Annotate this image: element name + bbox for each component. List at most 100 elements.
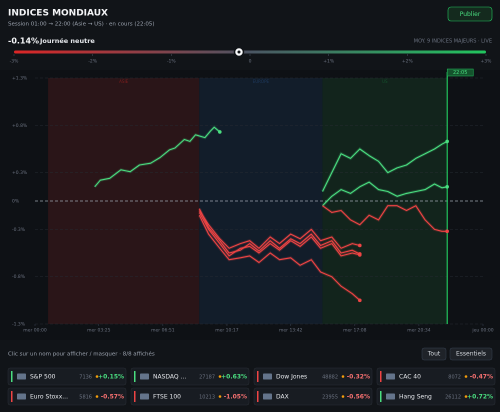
legend-change: -0.57% xyxy=(101,393,124,400)
essentials-label: Essentiels xyxy=(456,351,486,358)
gauge-tick-label: +2% xyxy=(402,59,414,65)
status-dot xyxy=(95,395,99,398)
all-button[interactable] xyxy=(421,347,447,361)
legend-change: -0.32% xyxy=(347,373,370,380)
legend-price: 27187 xyxy=(199,374,215,380)
essentials-button[interactable] xyxy=(449,347,493,361)
subtitle: Session 01:00 → 22:00 (Asie → US) · en c… xyxy=(8,22,155,28)
legend-change: -0.47% xyxy=(470,373,493,380)
legend-swatch xyxy=(380,391,382,402)
flag xyxy=(386,373,395,380)
legend-card[interactable] xyxy=(253,367,373,386)
x-tick-label: mer 10:17 xyxy=(215,328,239,334)
legend-price: 10213 xyxy=(199,394,215,400)
gauge-tick-label: -3% xyxy=(10,59,19,65)
x-tick-label: mer 13:42 xyxy=(279,328,303,334)
legend-card[interactable] xyxy=(130,387,250,406)
gauge-tick-label: -2% xyxy=(88,59,97,65)
series-line xyxy=(198,214,361,301)
legend-change: +0.72% xyxy=(467,393,493,400)
status-dot xyxy=(218,395,222,398)
status-dot xyxy=(464,395,468,398)
status: Journée neutre xyxy=(39,37,95,45)
x-tick-label: mer 17:08 xyxy=(343,328,367,334)
title: INDICES MONDIAUX xyxy=(8,9,108,19)
legend-name: NASDAQ ... xyxy=(153,373,186,380)
flag xyxy=(263,373,272,380)
end-point xyxy=(358,243,362,248)
end-point xyxy=(445,229,449,234)
legend-price: 26112 xyxy=(445,394,461,400)
legend-price: 48882 xyxy=(322,374,338,380)
y-tick-label: +1.3% xyxy=(12,76,28,82)
legend-change: -0.56% xyxy=(347,393,370,400)
series-line xyxy=(198,210,360,249)
y-tick-label: +0.3% xyxy=(12,170,28,176)
y-tick-label: 0% xyxy=(12,199,20,205)
now-badge xyxy=(446,68,474,77)
gauge-knob-dot xyxy=(237,50,241,54)
all-label: Tout xyxy=(427,351,441,358)
legend-name: DAX xyxy=(276,393,289,400)
hint: Clic sur un nom pour afficher / masquer … xyxy=(8,351,155,358)
series-line xyxy=(322,181,448,207)
gauge-tick-label: +1% xyxy=(323,59,335,65)
legend-name: FTSE 100 xyxy=(153,393,181,400)
y-tick-label: -1.3% xyxy=(12,322,26,328)
legend-price: 5816 xyxy=(79,394,92,400)
legend-name: Euro Stoxx... xyxy=(30,393,68,400)
flag xyxy=(140,373,149,380)
session-band xyxy=(48,78,200,324)
session-label: US xyxy=(382,79,388,84)
series-line xyxy=(198,212,360,257)
legend-name: Hang Seng xyxy=(399,393,432,400)
legend-card[interactable] xyxy=(130,367,250,386)
y-tick-label: +0.8% xyxy=(12,123,28,129)
flag xyxy=(263,393,272,400)
legend-swatch xyxy=(134,371,136,382)
status-dot xyxy=(341,375,345,378)
legend-card[interactable] xyxy=(7,387,127,406)
gauge-tick-label: 0 xyxy=(249,59,252,65)
status-dot xyxy=(218,375,222,378)
legend-name: CAC 40 xyxy=(399,373,421,380)
x-tick-label: mer 06:51 xyxy=(151,328,175,334)
legend-swatch xyxy=(11,371,13,382)
legend-name: Dow Jones xyxy=(276,373,307,380)
legend-change: +0.15% xyxy=(98,373,124,380)
gauge-caption: MOY. 9 INDICES MAJEURS · LIVE xyxy=(414,39,492,45)
session-label: ASIE xyxy=(119,79,128,84)
legend-card[interactable] xyxy=(376,367,496,386)
session-label: EUROPE xyxy=(253,79,270,84)
gauge-bar xyxy=(14,50,486,54)
end-point xyxy=(358,298,362,303)
end-point xyxy=(358,252,362,256)
legend-swatch xyxy=(134,391,136,402)
series-line xyxy=(322,140,448,192)
legend-card[interactable] xyxy=(253,387,373,406)
publish-button[interactable] xyxy=(447,6,493,22)
y-tick-label: -0.3% xyxy=(12,227,26,233)
flag xyxy=(17,393,26,400)
legend-change: -1.05% xyxy=(224,393,247,400)
end-point xyxy=(218,130,222,134)
legend-swatch xyxy=(380,371,382,382)
series-line xyxy=(94,126,221,188)
legend-swatch xyxy=(11,391,13,402)
legend-card[interactable] xyxy=(376,387,496,406)
x-tick-label: jeu 00:00 xyxy=(471,328,493,334)
status-dot xyxy=(341,395,345,398)
flag xyxy=(386,393,395,400)
end-point xyxy=(445,139,449,144)
status-dot xyxy=(464,375,468,378)
legend-card[interactable] xyxy=(7,367,127,386)
end-point xyxy=(445,185,449,189)
gauge-tick-label: +3% xyxy=(481,59,493,65)
y-tick-label: -0.8% xyxy=(12,274,26,280)
status-dot xyxy=(95,375,99,378)
legend-price: 8072 xyxy=(448,374,461,380)
flag xyxy=(17,373,26,380)
legend-price: 7136 xyxy=(79,374,92,380)
gauge-tick-label: -1% xyxy=(167,59,176,65)
